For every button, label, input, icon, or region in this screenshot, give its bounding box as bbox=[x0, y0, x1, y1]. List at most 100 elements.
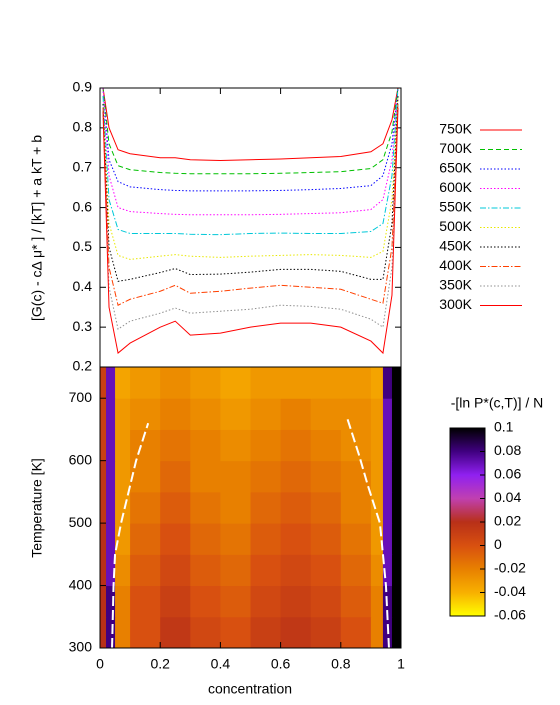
y-tick-label: 600 bbox=[69, 451, 93, 467]
heatmap-cell bbox=[382, 554, 393, 587]
colorbar-tick-label: -0.02 bbox=[494, 560, 526, 576]
heatmap-cell bbox=[115, 616, 131, 649]
heatmap-cell bbox=[340, 491, 372, 524]
heatmap-cell bbox=[190, 460, 221, 493]
heatmap-cell bbox=[160, 367, 191, 399]
heatmap-cell bbox=[100, 523, 107, 555]
heatmap-cell bbox=[280, 367, 312, 399]
heatmap-cell bbox=[382, 398, 393, 430]
heatmap-cell bbox=[106, 367, 116, 399]
legend-label: 350K bbox=[439, 277, 472, 293]
heatmap-cell bbox=[280, 616, 312, 649]
heatmap-cell bbox=[250, 523, 282, 555]
heatmap-cell bbox=[370, 367, 384, 399]
y-tick-label: 0.7 bbox=[73, 158, 93, 174]
heatmap-cell bbox=[370, 554, 384, 587]
legend-label: 600K bbox=[439, 179, 472, 195]
heatmap-cell bbox=[340, 460, 372, 493]
heatmap-cell bbox=[391, 460, 402, 493]
heatmap-cell bbox=[115, 460, 131, 493]
colorbar-tick-label: 0.06 bbox=[494, 466, 521, 482]
series-line bbox=[102, 87, 399, 192]
heatmap-cell bbox=[370, 491, 384, 524]
heatmap-cell bbox=[340, 616, 372, 649]
heatmap-cell bbox=[310, 398, 342, 430]
heatmap-cell bbox=[106, 460, 116, 493]
heatmap-cell bbox=[340, 367, 372, 399]
x-tick-label: 1 bbox=[397, 656, 405, 672]
heatmap-cell bbox=[310, 523, 342, 555]
heatmap-cell bbox=[160, 554, 191, 587]
heatmap-cell bbox=[382, 429, 393, 462]
series-line bbox=[102, 103, 399, 306]
heatmap-cell bbox=[250, 367, 282, 399]
heatmap-cell bbox=[106, 616, 116, 649]
colorbar-tick-label: 0.04 bbox=[494, 489, 521, 505]
series-line bbox=[102, 87, 399, 216]
heatmap-cell bbox=[310, 367, 342, 399]
y-tick-label: 0.6 bbox=[73, 198, 93, 214]
heatmap-cell bbox=[310, 491, 342, 524]
heatmap-cell bbox=[220, 616, 251, 649]
y-tick-label: 0.2 bbox=[73, 358, 93, 374]
colorbar bbox=[449, 427, 486, 617]
heatmap-cell bbox=[382, 460, 393, 493]
heatmap-cell bbox=[220, 491, 251, 524]
legend-label: 450K bbox=[439, 238, 472, 254]
x-tick-label: 0 bbox=[96, 656, 104, 672]
heatmap-cell bbox=[280, 585, 312, 618]
heatmap-cell bbox=[115, 523, 131, 555]
heatmap-cell bbox=[106, 429, 116, 462]
heatmap-cell bbox=[280, 491, 312, 524]
heatmap-cell bbox=[220, 429, 251, 462]
heatmap-cell bbox=[220, 398, 251, 430]
legend-label: 300K bbox=[439, 296, 472, 312]
boundary-curve bbox=[111, 422, 150, 649]
heatmap-cell bbox=[340, 585, 372, 618]
colorbar-tick-label: 0.08 bbox=[494, 442, 521, 458]
heatmap-cell bbox=[340, 523, 372, 555]
heatmap-cell bbox=[391, 554, 402, 587]
series-line bbox=[102, 95, 399, 260]
heatmap-cell bbox=[250, 491, 282, 524]
heatmap-cell bbox=[130, 585, 161, 618]
heatmap-cell bbox=[100, 491, 107, 524]
heatmap-cell bbox=[130, 616, 161, 649]
x-tick-label: 0.8 bbox=[331, 656, 351, 672]
heatmap-cell bbox=[190, 367, 221, 399]
x-axis-label: concentration bbox=[208, 681, 292, 697]
heatmap-cell bbox=[370, 585, 384, 618]
heatmap-cell bbox=[391, 523, 402, 555]
heatmap-cell bbox=[190, 523, 221, 555]
y-tick-label: 0.3 bbox=[73, 318, 93, 334]
series-line bbox=[102, 95, 399, 282]
y-tick-label: 0.4 bbox=[73, 278, 93, 294]
heatmap-cell bbox=[115, 429, 131, 462]
heatmap-cell bbox=[250, 585, 282, 618]
heatmap-cell bbox=[100, 460, 107, 493]
heatmap-cell bbox=[220, 585, 251, 618]
heatmap-cell bbox=[220, 460, 251, 493]
y-tick-label: 400 bbox=[69, 576, 93, 592]
y-tick-label: 700 bbox=[69, 389, 93, 405]
heatmap-cell bbox=[310, 429, 342, 462]
heatmap-cell bbox=[340, 398, 372, 430]
plot-frame bbox=[99, 87, 402, 368]
heatmap-cell bbox=[250, 429, 282, 462]
y-tick-label: 0.9 bbox=[73, 79, 93, 95]
x-tick-label: 0.2 bbox=[150, 656, 170, 672]
heatmap-cell bbox=[106, 491, 116, 524]
legend-label: 500K bbox=[439, 218, 472, 234]
heatmap-cell bbox=[310, 585, 342, 618]
heatmap-cell bbox=[160, 523, 191, 555]
colorbar-tick-label: -0.06 bbox=[494, 607, 526, 623]
heatmap-cell bbox=[190, 429, 221, 462]
legend-label: 550K bbox=[439, 199, 472, 215]
heatmap-cell bbox=[160, 616, 191, 649]
series-line bbox=[102, 103, 399, 330]
y-axis-label: [G(c) - cΔ μ* ] / [kT] + a kT + b bbox=[29, 135, 45, 321]
plot-frame bbox=[99, 366, 402, 649]
heatmap-cell bbox=[190, 491, 221, 524]
